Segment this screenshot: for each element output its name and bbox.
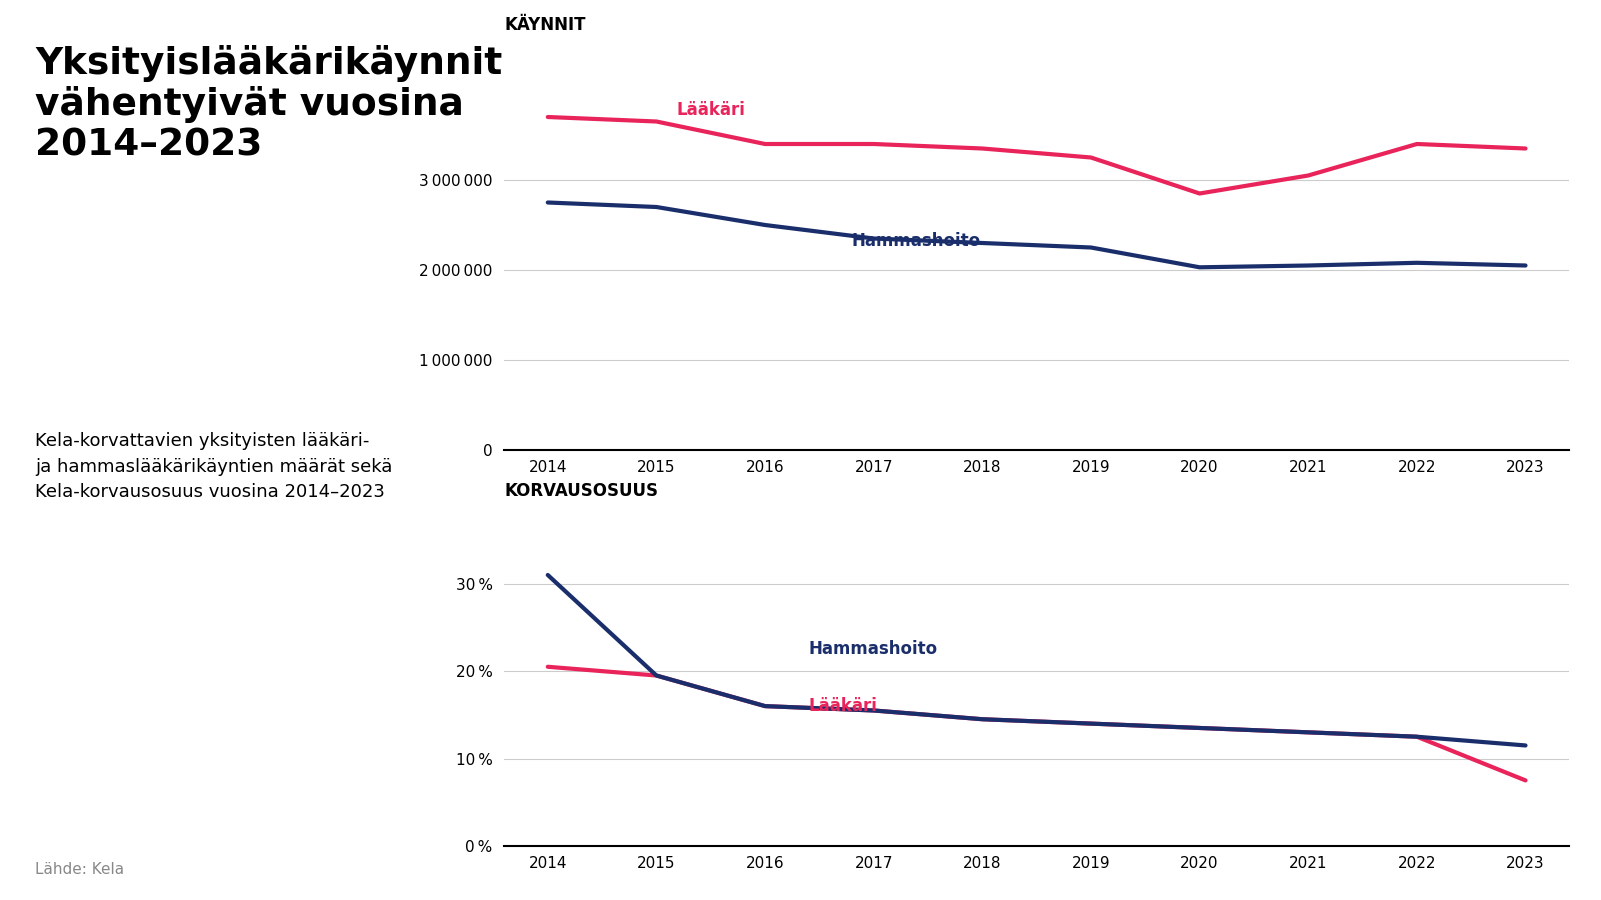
Text: Hammashoito: Hammashoito: [809, 640, 938, 658]
Text: Lääkäri: Lääkäri: [676, 101, 744, 119]
Text: Lääkäri: Lääkäri: [809, 698, 877, 716]
Text: Hammashoito: Hammashoito: [852, 232, 981, 250]
Text: KORVAUSOSUUS: KORVAUSOSUUS: [504, 482, 658, 500]
Text: KÄYNNIT: KÄYNNIT: [504, 16, 586, 34]
Text: Lähde: Kela: Lähde: Kela: [35, 862, 125, 878]
Text: Kela-korvattavien yksityisten lääkäri-
ja hammaslääkärikäyntien määrät sekä
Kela: Kela-korvattavien yksityisten lääkäri- j…: [35, 432, 392, 501]
Text: Yksityislääkärikäynnit
vähentyivät vuosina
2014–2023: Yksityislääkärikäynnit vähentyivät vuosi…: [35, 45, 503, 164]
